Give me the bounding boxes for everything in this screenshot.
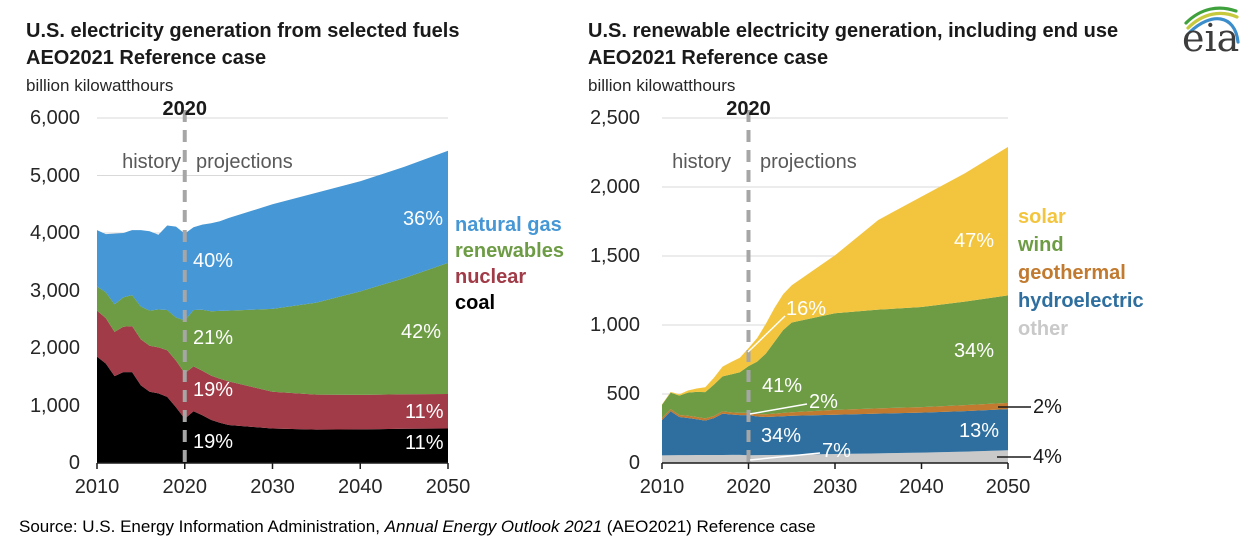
y-axis-label: 0 [68,452,80,474]
legend-item-renewables: renewables [455,240,564,262]
x-axis-label: 2020 [162,476,208,498]
x-axis-label: 2030 [812,476,858,498]
legend-item-solar: solar [1018,206,1066,228]
y-axis-label: 6,000 [29,107,80,129]
area-wind [662,295,1008,419]
pct-label-coal-2020: 19% [193,431,234,453]
pct-label-other-2020: 7% [822,440,851,462]
x-axis-label: 2020 [726,476,771,498]
divider-year-label: 2020 [162,98,208,120]
x-axis-label: 2050 [425,476,471,498]
y-axis-label: 4,000 [29,222,80,244]
pct-label-nuclear-2050: 11% [405,401,444,423]
legend-item-coal: coal [455,292,496,314]
eia-logo: eia [1181,2,1241,60]
pct-label-hydroelectric-2050: 13% [959,420,1000,442]
legend-item-natural-gas: natural gas [455,214,562,236]
pct-label-renewables-2050: 42% [401,321,442,343]
logo-arc-yellow [1186,11,1239,30]
projections-label: projections [196,151,293,173]
y-axis-label: 2,000 [589,176,640,198]
source-report-title: Annual Energy Outlook 2021 [384,517,603,536]
legend-item-geothermal: geothermal [1018,262,1126,284]
x-axis-label: 2040 [338,476,383,498]
legend-item-nuclear: nuclear [455,266,527,288]
area-geothermal [662,402,1008,421]
x-axis-label: 2010 [639,476,685,498]
y-axis-label: 1,000 [29,394,80,417]
history-label: history [672,151,731,173]
left-chart-title-block: U.S. electricity generation from selecte… [26,18,459,97]
logo-arc-blue [1188,17,1240,44]
pct-label-other-2050: 4% [1033,446,1062,468]
electricity-generation-selected-fuels-plot [96,110,449,469]
pct-label-wind-2020: 41% [762,375,803,397]
x-axis-label: 2030 [250,476,295,498]
eia-logo-graphic: eia [1182,6,1240,60]
pct-label-solar-2020: 16% [786,298,827,320]
left-chart-title: U.S. electricity generation from selecte… [26,20,460,42]
legend-item-hydroelectric: hydroelectric [1018,290,1144,312]
right-chart-title-block: U.S. renewable electricity generation, i… [588,18,1118,97]
left-chart-subtitle: AEO2021 Reference case [26,47,267,69]
source-suffix: (AEO2021) Reference case [602,517,816,536]
y-axis-label: 500 [606,383,640,405]
pct-label-hydroelectric-2020: 34% [761,425,802,447]
y-axis-label: 5,000 [29,164,80,187]
y-axis-label: 1,000 [589,314,640,336]
right-chart-title: U.S. renewable electricity generation, i… [588,20,1119,42]
x-axis-label: 2040 [899,476,944,498]
logo-arc-green [1184,6,1238,25]
y-axis-label: 1,500 [589,245,640,267]
history-label: history [122,151,181,173]
renewable-electricity-generation-plot [661,110,1009,469]
legend-item-wind: wind [1018,234,1064,256]
pct-label-natural-gas-2020: 40% [193,250,234,272]
divider-year-label: 2020 [726,98,771,120]
pct-label-renewables-2020: 21% [193,327,234,349]
pct-label-wind-2050: 34% [954,340,995,362]
left-chart-units-label: billion kilowatthours [26,76,174,95]
pct-label-solar-2050: 47% [954,230,995,252]
right-chart-subtitle: AEO2021 Reference case [588,47,829,69]
y-axis-label: 2,000 [29,337,80,359]
x-axis-label: 2050 [985,476,1031,498]
y-axis-label: 3,000 [29,279,80,302]
right-chart-units-label: billion kilowatthours [588,76,736,95]
eia-logo-text: eia [1182,16,1239,56]
pct-label-natural-gas-2050: 36% [403,208,444,230]
projections-label: projections [760,151,857,173]
pct-label-geothermal-2050: 2% [1033,396,1062,418]
pct-label-coal-2050: 11% [405,432,444,454]
pct-label-nuclear-2020: 19% [193,379,234,401]
y-axis-label: 0 [628,452,640,474]
source-prefix: Source: U.S. Energy Information Administ… [19,517,385,536]
pct-label-geothermal-2020: 2% [809,391,838,413]
x-axis-label: 2010 [74,476,120,498]
y-axis-label: 2,500 [589,107,640,129]
source-note: Source: U.S. Energy Information Administ… [19,517,816,537]
area-solar [662,146,1008,405]
legend-item-other: other [1018,318,1068,340]
